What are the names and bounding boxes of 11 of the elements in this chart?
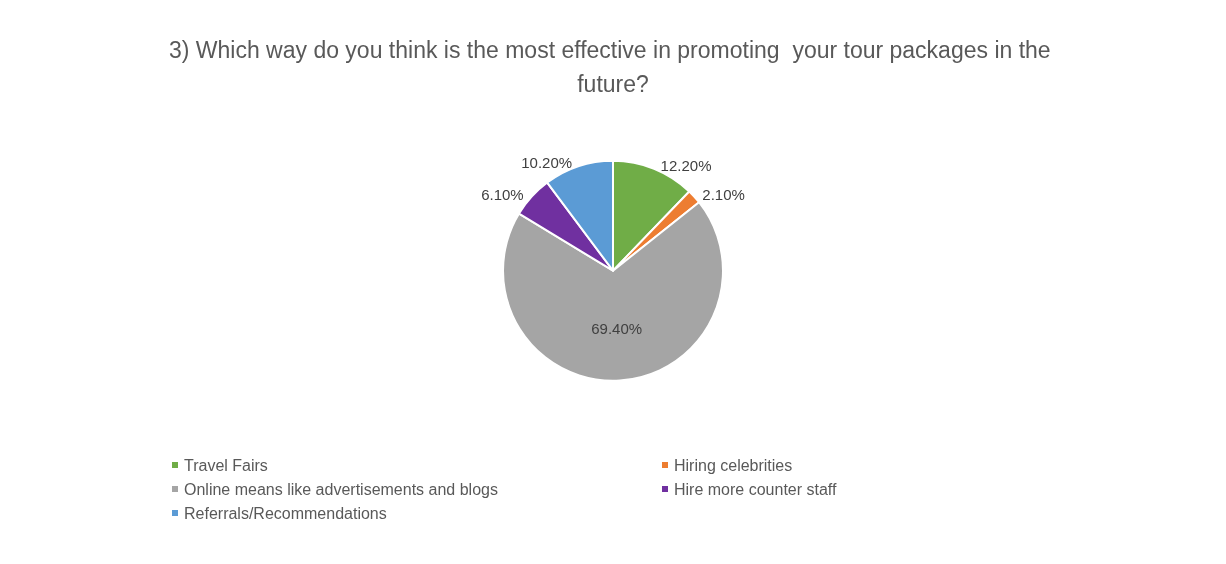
legend-label: Referrals/Recommendations: [184, 504, 387, 522]
legend-label: Hire more counter staff: [674, 480, 837, 498]
data-label: 12.20%: [660, 156, 712, 174]
data-label: 69.40%: [591, 320, 643, 338]
data-label: 2.10%: [702, 185, 745, 203]
data-label: 10.20%: [521, 154, 573, 172]
legend-label: Travel Fairs: [184, 456, 268, 474]
legend-label: Online means like advertisements and blogs: [184, 480, 498, 498]
chart-title: 3) Which way do you think is the most effective in promoting your tour packages in the future?: [168, 37, 1058, 97]
legend-label: Hiring celebrities: [674, 456, 793, 474]
data-label: 6.10%: [481, 185, 524, 203]
